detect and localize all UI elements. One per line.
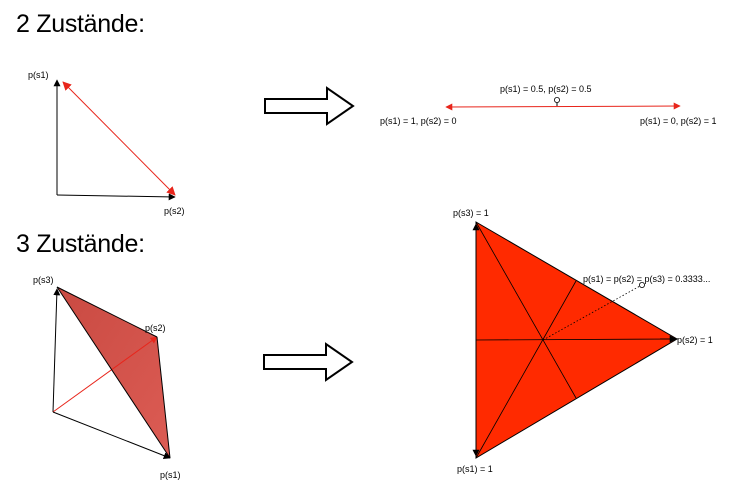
label-p-s2-3d: p(s2) xyxy=(145,323,166,333)
median-from-top xyxy=(475,221,577,399)
heading-2-states: 2 Zustände: xyxy=(16,10,145,38)
label-s1-1: p(s1) = 1 xyxy=(457,464,493,474)
line-segment: p(s1) = 0.5, p(s2) = 0.5 p(s1) = 1, p(s2… xyxy=(380,84,717,126)
centroid-pointer xyxy=(542,285,641,341)
label-left: p(s1) = 1, p(s2) = 0 xyxy=(380,116,457,126)
label-p-s1-3d: p(s1) xyxy=(160,470,181,480)
label-s3-1: p(s3) = 1 xyxy=(453,208,489,218)
center-point xyxy=(554,97,561,104)
median-from-right xyxy=(475,338,678,341)
segment-line-red xyxy=(445,102,681,111)
heading-3-states: 3 Zustände: xyxy=(16,230,145,258)
edge-s2-s1 xyxy=(156,336,171,459)
label-p-s1: p(s1) xyxy=(28,70,49,80)
edge-s3-s2 xyxy=(56,286,158,338)
label-center: p(s1) = 0.5, p(s2) = 0.5 xyxy=(500,84,592,94)
simplex-3d: p(s3) p(s2) p(s1) xyxy=(33,275,181,480)
axis-s1-3d xyxy=(52,411,171,459)
transform-arrow-2 xyxy=(263,342,354,382)
median-from-bottom xyxy=(475,280,577,459)
edge-s3-s1 xyxy=(56,286,171,459)
axis-s2 xyxy=(56,193,176,201)
axis-s3 xyxy=(52,288,61,413)
label-right: p(s1) = 0, p(s2) = 1 xyxy=(640,116,717,126)
label-p-s3: p(s3) xyxy=(33,275,54,285)
axis-s2-3d xyxy=(52,336,158,413)
simplex-line-red xyxy=(62,81,176,196)
centroid-marker xyxy=(639,281,646,288)
label-s2-1: p(s2) = 1 xyxy=(677,335,713,345)
label-centroid: p(s1) = p(s2) = p(s3) = 0.3333... xyxy=(583,274,710,284)
label-p-s2: p(s2) xyxy=(164,206,185,216)
simplex-2d: p(s1) p(s2) xyxy=(28,70,185,216)
transform-arrow-1 xyxy=(264,86,355,126)
triangle-simplex: p(s3) = 1 p(s2) = 1 p(s1) = 1 p(s1) = p(… xyxy=(453,208,713,474)
